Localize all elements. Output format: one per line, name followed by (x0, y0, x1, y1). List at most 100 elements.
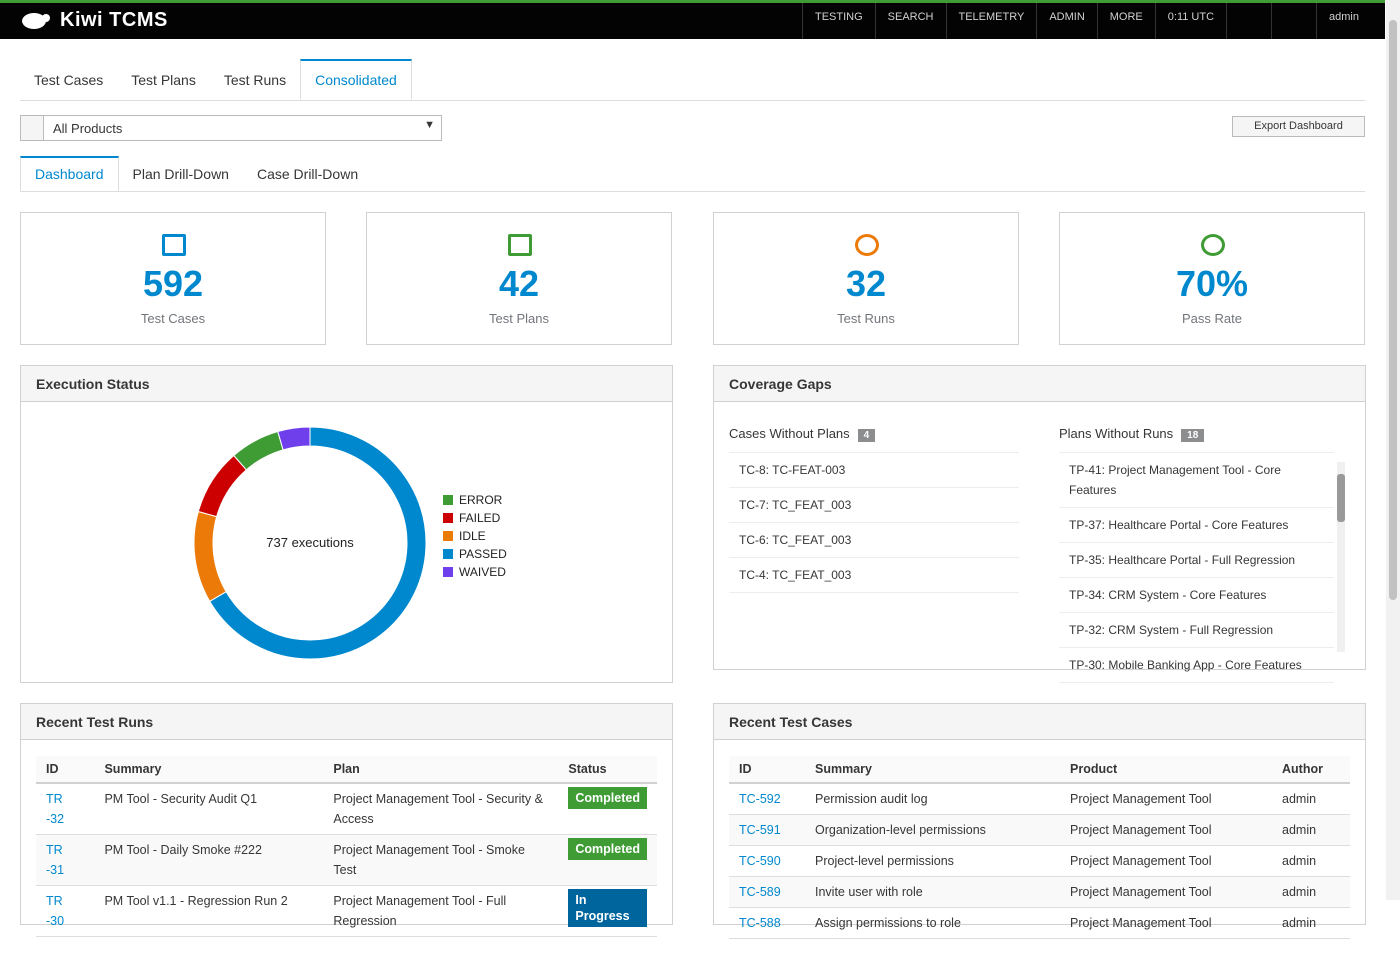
cell: Completed (558, 783, 657, 835)
status-badge: Completed (568, 838, 647, 860)
product-filter[interactable]: All Products ▼ (20, 115, 442, 141)
page-scrollbar[interactable] (1386, 0, 1400, 900)
scrollbar[interactable] (1337, 462, 1345, 652)
tab[interactable]: Test Cases (34, 72, 104, 88)
execution-panel: Execution Status 737 executions ERROR FAIL… (20, 365, 673, 683)
legend-swatch (443, 513, 453, 523)
legend-swatch (443, 549, 453, 559)
list-item[interactable]: TP-37: Healthcare Portal - Core Features (1059, 508, 1334, 543)
cell: admin (1272, 907, 1350, 939)
cell: TC-588 (729, 907, 805, 939)
help-menu[interactable] (1271, 3, 1316, 39)
case-link[interactable]: TC-592 (739, 792, 781, 806)
user-menu[interactable]: admin (1316, 3, 1385, 39)
legend-label: WAIVED (459, 565, 506, 579)
cell: admin (1272, 783, 1350, 815)
list: TC-8: TC-FEAT-003 TC-7: TC_FEAT_003 TC-6: … (729, 452, 1019, 593)
list-item[interactable]: TP-41: Project Management Tool - Core Fe… (1059, 453, 1334, 508)
legend-label: ERROR (459, 493, 503, 507)
stat-label: Test Cases (140, 311, 206, 326)
case-link[interactable]: TC-588 (739, 916, 781, 930)
list-item[interactable]: TP-35: Healthcare Portal - Full Regressi… (1059, 543, 1334, 578)
filter-icon (21, 116, 44, 140)
export-button[interactable]: Export Dashboard (1232, 116, 1365, 137)
list-item[interactable]: TP-30: Mobile Banking App - Core Feature… (1059, 648, 1334, 683)
cell: TC-591 (729, 814, 805, 846)
legend-swatch (443, 567, 453, 577)
cell: PM Tool - Security Audit Q1 (94, 783, 324, 835)
donut-segment (277, 426, 311, 451)
tab[interactable]: Consolidated (300, 59, 412, 100)
plans-without-runs: Plans Without Runs 18 TP-41: Project Manag… (1059, 426, 1334, 683)
case-link[interactable]: TC-591 (739, 823, 781, 837)
tab[interactable]: Test Runs (223, 72, 287, 88)
cell: Project Management Tool - Full Regressio… (323, 885, 559, 937)
cell: In Progress (558, 885, 657, 937)
language-menu[interactable] (1226, 3, 1271, 39)
run-link[interactable]: TR-31 (46, 843, 65, 877)
cell: Permission audit log (805, 783, 1060, 815)
cell: TC-590 (729, 845, 805, 877)
sub-tab[interactable]: Case Drill-Down (256, 166, 359, 182)
recent-cases-panel: Recent Test Cases ID Summary Product Author… (713, 703, 1366, 939)
donut-segment (209, 426, 427, 660)
run-link[interactable]: TR-30 (46, 894, 65, 928)
column-header: Product (1060, 756, 1272, 784)
cell: Project Management Tool - Smoke Test (323, 834, 559, 886)
stat-card: 42 Test Plans (366, 212, 672, 345)
nav-menu[interactable]: ADMIN (1036, 3, 1096, 39)
nav-menu[interactable]: SEARCH (874, 3, 946, 39)
stat-icon (508, 234, 532, 256)
cell: Project Management Tool (1060, 845, 1272, 877)
stat-value: 42 (498, 263, 540, 304)
stat-card: 70% Pass Rate (1059, 212, 1365, 345)
donut-chart: 737 executions ERROR FAILED IDLE PASSED WAIVE… (193, 426, 507, 660)
cell: TR-32 (36, 783, 95, 835)
list-item[interactable]: TC-8: TC-FEAT-003 (729, 453, 1019, 488)
list-item[interactable]: TC-7: TC_FEAT_003 (729, 488, 1019, 523)
panel-title: Execution Status (21, 366, 672, 402)
logo (22, 13, 50, 29)
tabs: Test Cases Test Plans Test Runs Consolidate… (20, 59, 1365, 101)
nav-menu[interactable]: TELEMETRY (945, 3, 1037, 39)
legend-label: FAILED (459, 511, 501, 525)
tab[interactable]: Test Plans (131, 72, 196, 88)
cases-table: ID Summary Product Author TC-592 Permission a… (714, 740, 1365, 955)
cell: TR-30 (36, 885, 95, 937)
table-row: TC-592 Permission audit log Project Manage… (729, 783, 1350, 815)
column-header: ID (36, 756, 95, 784)
cell: Project Management Tool - Security & Acc… (323, 783, 559, 835)
run-link[interactable]: TR-32 (46, 792, 65, 826)
sub-tab[interactable]: Plan Drill-Down (132, 166, 229, 182)
sub-tab[interactable]: Dashboard (20, 156, 119, 191)
clock: 0:11 UTC (1154, 3, 1226, 39)
list-title-text: Plans Without Runs (1059, 426, 1174, 441)
runs-table: ID Summary Plan Status TR-32 PM Tool - Securi… (21, 740, 672, 953)
column-header: Author (1272, 756, 1350, 784)
case-link[interactable]: TC-590 (739, 854, 781, 868)
cell: Invite user with role (805, 876, 1060, 908)
nav-menu[interactable]: MORE (1096, 3, 1155, 39)
panel-title: Recent Test Cases (714, 704, 1365, 740)
list-item[interactable]: TP-32: CRM System - Full Regression (1059, 613, 1334, 648)
list-item[interactable]: TP-34: CRM System - Core Features (1059, 578, 1334, 613)
stat-label: Test Runs (837, 311, 895, 326)
nav-menu[interactable]: TESTING (801, 3, 875, 39)
legend-swatch (443, 495, 453, 505)
list-item[interactable]: TC-4: TC_FEAT_003 (729, 558, 1019, 593)
case-link[interactable]: TC-589 (739, 885, 781, 899)
list-item[interactable]: TC-6: TC_FEAT_003 (729, 523, 1019, 558)
column-header: Summary (94, 756, 324, 784)
stat-label: Test Plans (489, 311, 549, 326)
table: ID Summary Product Author TC-592 Permission a… (729, 756, 1350, 939)
stat-icon (855, 234, 879, 256)
legend-label: IDLE (459, 529, 486, 543)
brand[interactable]: Kiwi TCMS (60, 9, 168, 31)
stat-card: 592 Test Cases (20, 212, 326, 345)
panel-title: Recent Test Runs (21, 704, 672, 740)
table-row: TC-588 Assign permissions to role Project … (729, 907, 1350, 939)
table-row: TC-590 Project-level permissions Project M… (729, 845, 1350, 877)
legend-label: PASSED (459, 547, 507, 561)
status-badge: Completed (568, 787, 647, 809)
